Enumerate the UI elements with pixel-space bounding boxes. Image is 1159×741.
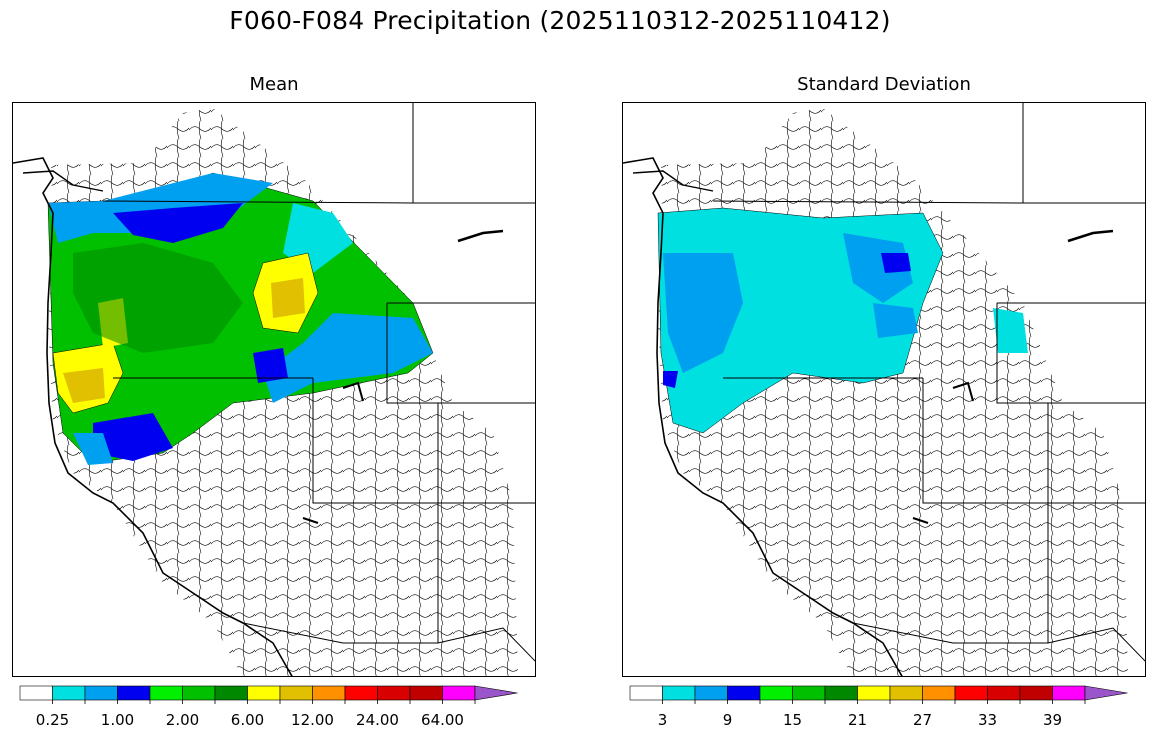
stddev-colorbar	[629, 685, 1140, 704]
colorbar-tick-label: 24.00	[356, 711, 399, 729]
colorbar-segment	[1019, 685, 1053, 701]
colorbar-segment	[474, 685, 518, 701]
colorbar-segment	[857, 685, 891, 701]
mean-colorbar	[19, 685, 530, 704]
colorbar-tick-label: 21	[847, 711, 868, 729]
colorbar-segment	[662, 685, 696, 701]
colorbar-segment	[182, 685, 216, 701]
colorbar-segment	[117, 685, 151, 701]
colorbar-segment	[84, 685, 118, 701]
colorbar-segment	[214, 685, 248, 701]
colorbar-segment	[759, 685, 793, 701]
colorbar-segment	[247, 685, 281, 701]
colorbar-tick-label: 39	[1042, 711, 1063, 729]
colorbar-segment	[922, 685, 956, 701]
colorbar-segment	[442, 685, 476, 701]
colorbar-segment	[409, 685, 443, 701]
colorbar-tick-label: 6.00	[230, 711, 265, 729]
colorbar-tick-label: 9	[722, 711, 733, 729]
mean-panel-title: Mean	[249, 74, 299, 95]
colorbar-tick-label: 1.00	[100, 711, 135, 729]
stddev-panel-title: Standard Deviation	[797, 74, 971, 95]
colorbar-segment	[694, 685, 728, 701]
colorbar-segment	[1052, 685, 1086, 701]
figure-title: F060-F084 Precipitation (2025110312-2025…	[229, 6, 891, 35]
colorbar-segment	[727, 685, 761, 701]
colorbar-segment	[344, 685, 378, 701]
colorbar-segment	[149, 685, 183, 701]
stddev-map	[622, 102, 1146, 677]
colorbar-segment	[1084, 685, 1128, 701]
colorbar-tick-label: 15	[782, 711, 803, 729]
colorbar-segment	[824, 685, 858, 701]
colorbar-tick-label: 12.00	[291, 711, 334, 729]
mean-map	[12, 102, 536, 677]
colorbar-tick-label: 33	[977, 711, 998, 729]
colorbar-tick-label: 2.00	[165, 711, 200, 729]
colorbar-segment	[987, 685, 1021, 701]
colorbar-segment	[889, 685, 923, 701]
colorbar-segment	[279, 685, 313, 701]
colorbar-tick-label: 3	[657, 711, 668, 729]
colorbar-segment	[19, 685, 53, 701]
colorbar-segment	[629, 685, 663, 701]
colorbar-tick-label: 0.25	[35, 711, 70, 729]
colorbar-segment	[377, 685, 411, 701]
colorbar-segment	[312, 685, 346, 701]
colorbar-segment	[792, 685, 826, 701]
colorbar-tick-label: 27	[912, 711, 933, 729]
colorbar-segment	[954, 685, 988, 701]
colorbar-tick-label: 64.00	[421, 711, 464, 729]
colorbar-segment	[52, 685, 86, 701]
